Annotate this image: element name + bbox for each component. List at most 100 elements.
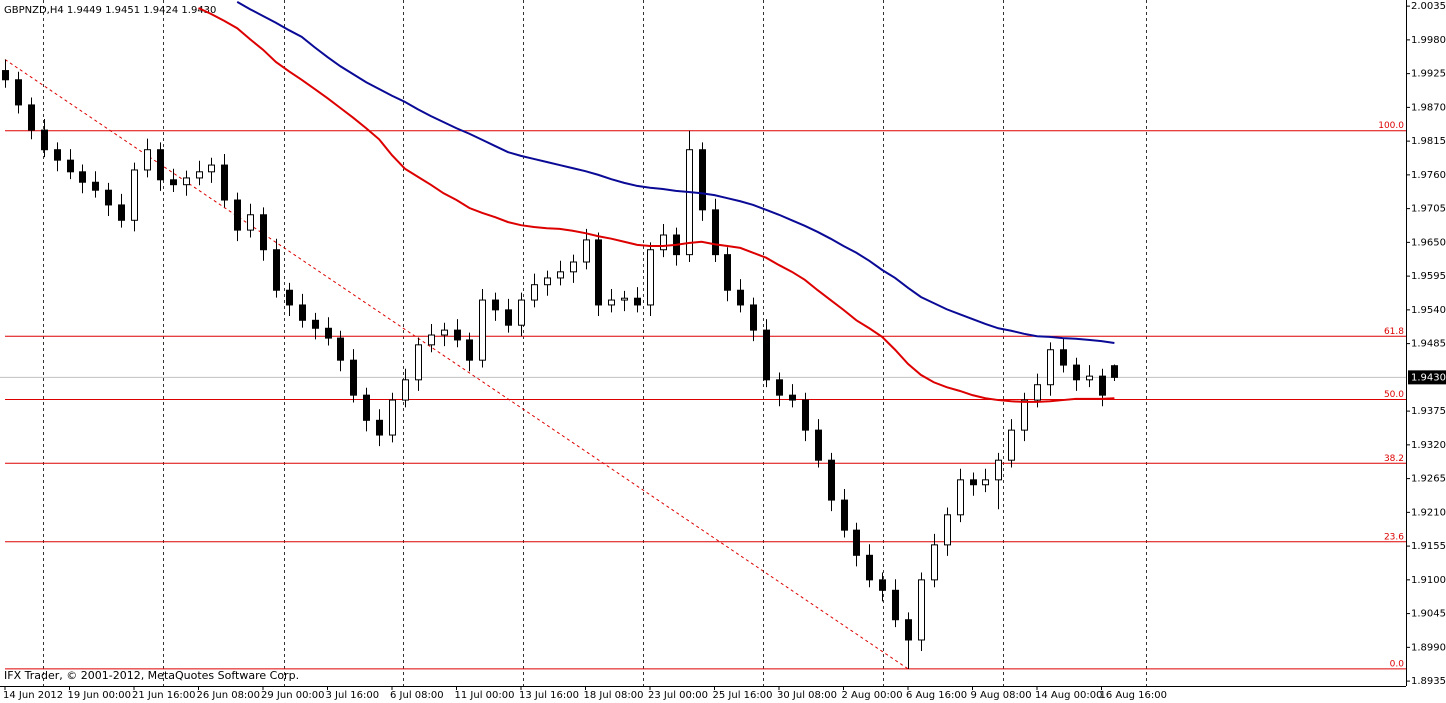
candle-body: [286, 289, 293, 306]
candle-body: [350, 359, 357, 396]
x-tick-label: 21 Jun 16:00: [132, 690, 196, 701]
fib-label: 61.8: [1384, 327, 1404, 337]
candle-body: [2, 70, 9, 81]
candle-body: [492, 299, 499, 311]
candle-body: [1086, 375, 1093, 381]
candle-body: [595, 239, 602, 306]
y-tick-label: 1.9760: [1411, 170, 1446, 181]
candle-body: [402, 379, 409, 401]
y-tick-label: 1.9980: [1411, 35, 1446, 46]
y-tick-label: 1.9540: [1411, 305, 1446, 316]
candle-body: [995, 459, 1002, 481]
candle-body: [686, 149, 693, 256]
candle-body: [363, 394, 370, 421]
y-tick-label: 1.9705: [1411, 204, 1446, 215]
y-tick-label: 1.9375: [1411, 406, 1446, 417]
candle-body: [905, 619, 912, 641]
candle-body: [273, 249, 280, 291]
candle-body: [312, 319, 319, 329]
x-tick-label: 11 Jul 00:00: [455, 690, 515, 701]
candle-body: [299, 304, 306, 321]
moving-average: [198, 7, 1115, 403]
last-price-box: [1408, 370, 1446, 385]
candle-body: [441, 329, 448, 336]
y-tick-label: 1.9925: [1411, 69, 1446, 80]
candle-body: [724, 254, 731, 291]
copyright: IFX Trader, © 2001-2012, MetaQuotes Soft…: [4, 669, 299, 682]
candle-body: [466, 339, 473, 361]
candle-body: [1073, 364, 1080, 381]
candle-body: [712, 209, 719, 256]
y-tick-label: 1.9815: [1411, 136, 1446, 147]
candle-body: [183, 177, 190, 186]
candle-body: [157, 149, 164, 181]
y-tick-label: 1.9210: [1411, 507, 1446, 518]
candle-body: [621, 297, 628, 301]
candle-body: [325, 327, 332, 339]
x-tick-label: 13 Jul 16:00: [519, 690, 579, 701]
candle-body: [208, 164, 215, 173]
y-tick-label: 1.9045: [1411, 609, 1446, 620]
candle-body: [54, 149, 61, 161]
y-tick-label: 1.9155: [1411, 541, 1446, 552]
x-tick-label: 14 Jun 2012: [3, 690, 63, 701]
x-tick-label: 2 Aug 00:00: [842, 690, 903, 701]
x-tick-label: 6 Aug 16:00: [906, 690, 967, 701]
candle-body: [957, 479, 964, 516]
candle-body: [376, 419, 383, 436]
candle-body: [1047, 349, 1054, 386]
candle-body: [608, 299, 615, 306]
candle-body: [944, 514, 951, 546]
fib-label: 100.0: [1378, 121, 1404, 131]
y-tick-label: 1.9595: [1411, 271, 1446, 282]
x-tick-label: 6 Jul 08:00: [390, 690, 444, 701]
fib-label: 0.0: [1390, 659, 1405, 669]
candle-body: [1060, 349, 1067, 366]
candle-body: [79, 171, 86, 183]
candle-body: [92, 181, 99, 191]
x-tick-label: 26 Jun 08:00: [197, 690, 261, 701]
candle-body: [789, 394, 796, 401]
candle-body: [1099, 375, 1106, 396]
x-tick-label: 19 Jun 00:00: [68, 690, 132, 701]
y-tick-label: 2.0035: [1411, 1, 1446, 12]
candle-body: [866, 554, 873, 581]
candle-body: [918, 579, 925, 641]
candle-body: [505, 309, 512, 326]
candle-body: [776, 379, 783, 396]
candle-body: [970, 479, 977, 486]
candle-body: [479, 299, 486, 361]
x-tick-label: 14 Aug 00:00: [1035, 690, 1102, 701]
candle-body: [699, 149, 706, 211]
candle-body: [518, 299, 525, 326]
candle-body: [144, 149, 151, 171]
candle-body: [1008, 429, 1015, 461]
candle-body: [750, 304, 757, 331]
candle-body: [337, 337, 344, 361]
candle-body: [660, 234, 667, 251]
fib-trend-line: [4, 59, 909, 670]
x-tick-label: 23 Jul 00:00: [648, 690, 708, 701]
y-tick-label: 1.9320: [1411, 440, 1446, 451]
x-tick-label: 16 Aug 16:00: [1100, 690, 1167, 701]
moving-average: [236, 0, 1115, 344]
y-tick-label: 1.9100: [1411, 575, 1446, 586]
candle-body: [879, 579, 886, 591]
candle-body: [583, 239, 590, 263]
candle-body: [815, 429, 822, 461]
candle-body: [234, 199, 241, 231]
x-tick-label: 29 Jun 00:00: [261, 690, 325, 701]
y-tick-label: 1.9485: [1411, 339, 1446, 350]
candle-body: [763, 329, 770, 381]
candle-body: [1021, 399, 1028, 431]
candle-body: [841, 499, 848, 531]
candle-body: [170, 179, 177, 186]
candle-body: [931, 544, 938, 581]
x-tick-label: 9 Aug 08:00: [971, 690, 1032, 701]
candle-body: [389, 399, 396, 436]
candle-body: [634, 297, 641, 306]
candle-body: [221, 164, 228, 201]
